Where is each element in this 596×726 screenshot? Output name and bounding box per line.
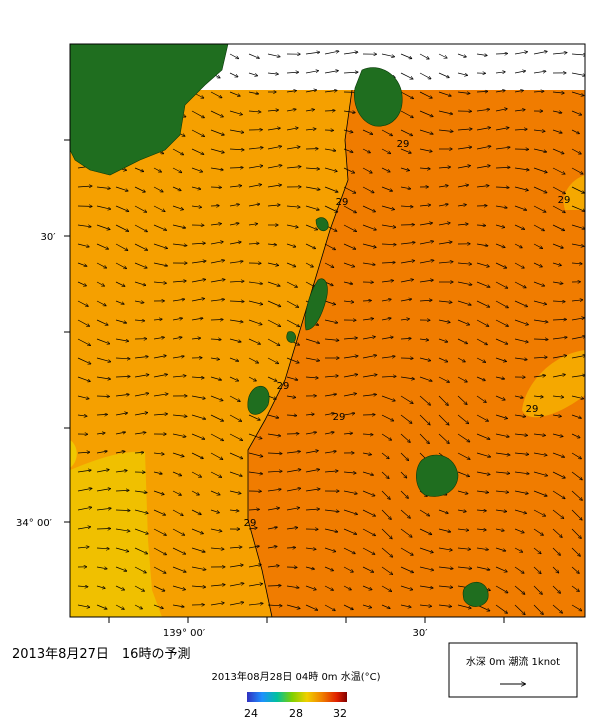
y-label: 34° 00′ [16,518,53,529]
current-arrow [363,301,371,302]
contour-label: 29 [336,197,349,208]
subtitle: 2013年08月28日 04時 0m 水温(°C) [211,670,380,683]
colorbar-label: 32 [333,707,347,720]
current-arrow [211,187,221,188]
current-arrow [325,111,335,112]
colorbar-label: 24 [244,707,258,720]
current-arrow [97,529,111,530]
current-arrow [534,339,548,340]
legend-text: 水深 0m 潮流 1knot [466,655,560,668]
contour-label: 29 [277,381,290,392]
current-arrow [211,320,223,321]
contour-label: 29 [397,139,410,150]
y-label: 30′ [41,232,57,243]
contour-label: 29 [558,195,571,206]
x-label: 30′ [413,628,429,639]
contour-label: 29 [244,518,257,529]
current-arrow [268,586,281,587]
contour-label: 29 [526,404,539,415]
current-arrow [287,548,295,549]
x-label: 139° 00′ [163,628,206,639]
current-arrow [496,54,507,55]
legend-box [449,643,577,697]
colorbar [247,692,347,702]
contour-label: 29 [333,412,346,423]
current-arrow [97,396,109,397]
map-area [70,44,586,617]
current-arrow [230,168,243,169]
colorbar-label: 28 [289,707,303,720]
title: 2013年8月27日 16時の予測 [12,647,190,662]
